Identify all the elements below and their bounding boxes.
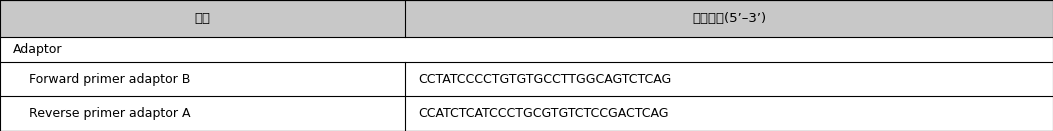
Text: 염기서열(5’–3’): 염기서열(5’–3’) bbox=[692, 12, 767, 25]
Text: Reverse primer adaptor A: Reverse primer adaptor A bbox=[13, 107, 191, 120]
Bar bbox=[405, 96, 1053, 131]
Text: CCTATCCCCTGTGTGCCTTGGCAGTCTCAG: CCTATCCCCTGTGTGCCTTGGCAGTCTCAG bbox=[418, 73, 672, 86]
Text: CCATCTCATCCCTGCGTGTCTCCGACTCAG: CCATCTCATCCCTGCGTGTCTCCGACTCAG bbox=[418, 107, 669, 120]
Bar bbox=[0, 62, 405, 96]
Bar bbox=[0, 37, 1053, 62]
Bar bbox=[0, 0, 405, 37]
Text: 이름: 이름 bbox=[195, 12, 211, 25]
Bar bbox=[405, 0, 1053, 37]
Bar bbox=[405, 62, 1053, 96]
Text: Forward primer adaptor B: Forward primer adaptor B bbox=[13, 73, 190, 86]
Bar bbox=[0, 96, 405, 131]
Text: Adaptor: Adaptor bbox=[13, 43, 62, 56]
